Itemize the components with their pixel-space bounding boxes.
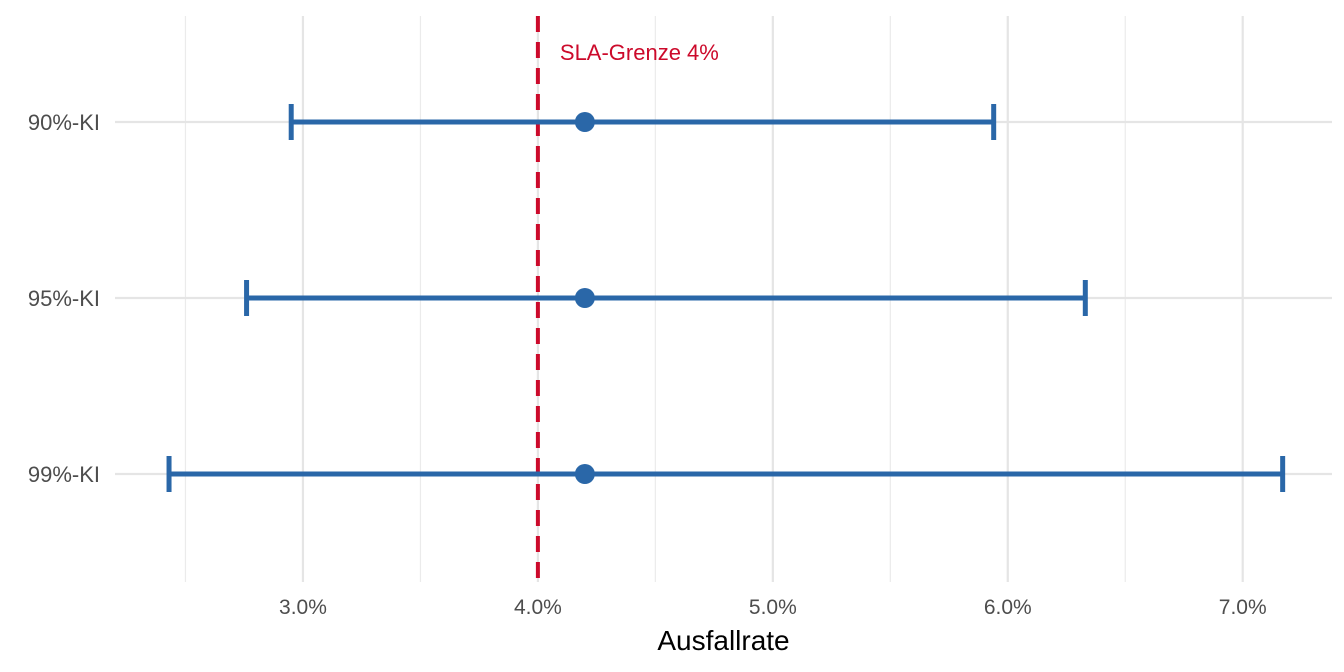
y-tick-label: 90%-KI [28,110,100,135]
x-tick-label: 4.0% [514,596,562,619]
x-tick-label: 7.0% [1219,596,1267,619]
point-estimate [574,288,595,308]
x-axis-title: Ausfallrate [657,625,789,656]
x-tick-label: 5.0% [749,596,797,619]
x-tick-label: 6.0% [984,596,1032,619]
point-estimate [574,112,595,132]
x-axis-ticks: 3.0% 4.0% 5.0% 6.0% 7.0% [279,596,1267,619]
y-tick-label: 95%-KI [28,286,100,311]
point-estimate [574,464,595,484]
sla-reference-label: SLA-Grenze 4% [560,40,719,65]
interval-series [166,104,1286,492]
sla-reference-line-group: SLA-Grenze 4% [535,16,719,582]
x-tick-label: 3.0% [279,596,327,619]
y-tick-label: 99%-KI [28,462,100,487]
y-axis-ticks: 90%-KI 95%-KI 99%-KI [28,110,100,487]
